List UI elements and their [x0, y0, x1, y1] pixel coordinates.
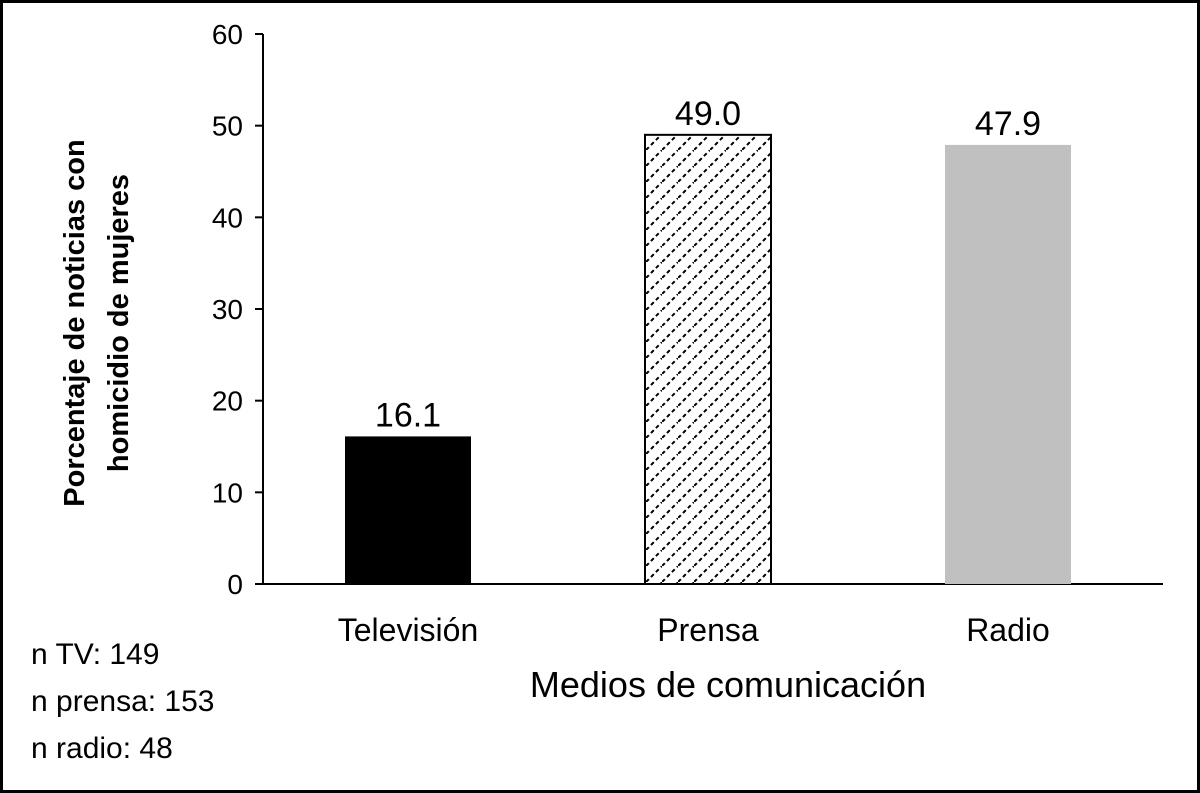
x-category-label: Prensa: [657, 612, 759, 648]
y-tick-label: 40: [212, 202, 243, 233]
sample-size-prensa: n prensa: 153: [31, 685, 215, 718]
y-tick-label: 30: [212, 294, 243, 325]
bar-television: [345, 436, 471, 584]
y-tick-label: 0: [227, 569, 243, 600]
y-axis-label-line-1: Porcentaje de noticias con: [59, 139, 91, 506]
bar-value-label: 47.9: [975, 105, 1041, 143]
y-axis-label-line-2: homicidio de mujeres: [103, 174, 135, 472]
bar-value-label: 16.1: [375, 396, 441, 434]
bar-prensa: [644, 133, 772, 585]
y-tick-label: 60: [212, 19, 243, 50]
y-tick-label: 50: [212, 111, 243, 142]
bar-radio: [945, 144, 1071, 584]
x-category-label: Radio: [966, 612, 1050, 648]
bar-value-label: 49.0: [675, 95, 741, 133]
sample-size-radio: n radio: 48: [31, 732, 173, 765]
y-tick-label: 20: [212, 386, 243, 417]
sample-size-tv: n TV: 149: [31, 638, 160, 671]
y-tick-label: 10: [212, 477, 243, 508]
x-axis-label: Medios de comunicación: [530, 664, 926, 705]
bar-chart: Porcentaje de noticias con homicidio de …: [59, 19, 1163, 705]
x-category-label: Televisión: [338, 612, 479, 648]
bars: 16.1 Televisión 49.0 Prensa 47.9 Radio: [338, 95, 1071, 648]
